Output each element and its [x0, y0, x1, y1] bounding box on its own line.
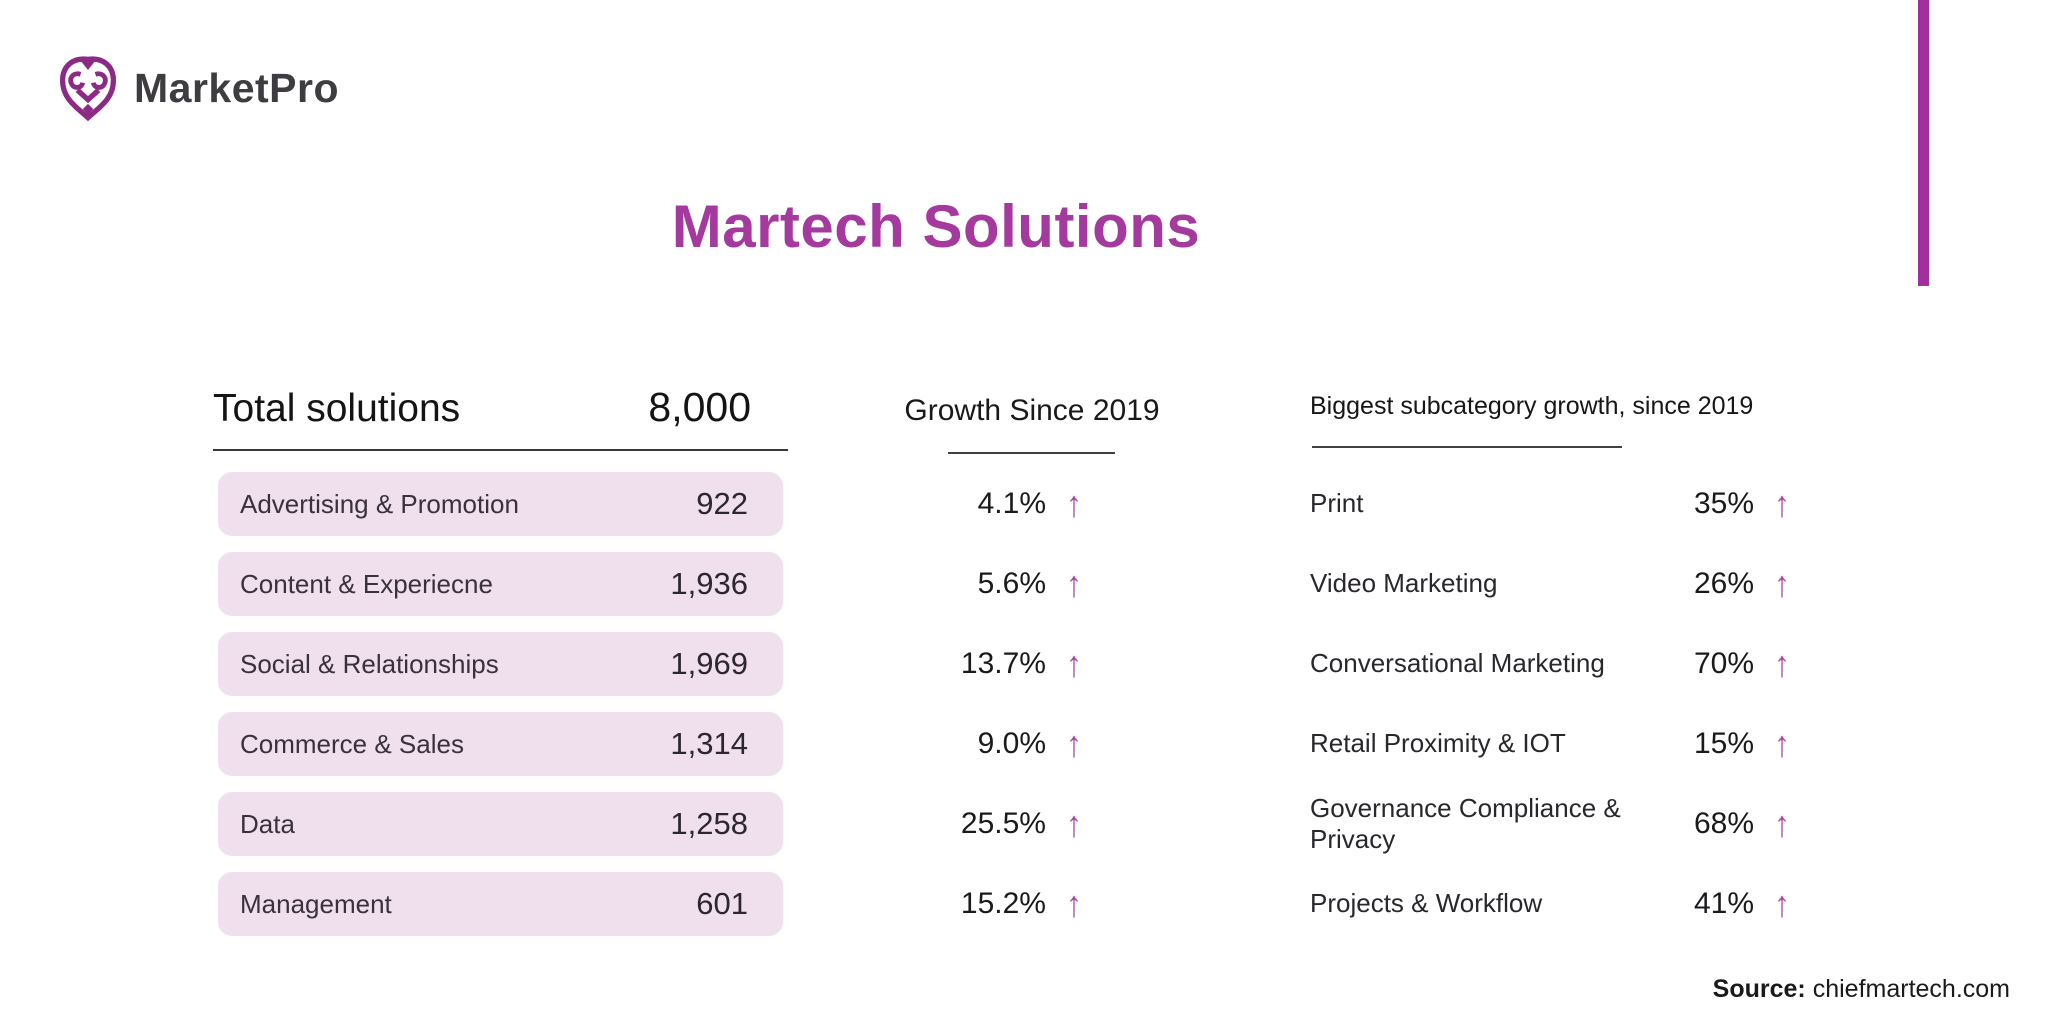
- growth-value: 9.0%: [977, 727, 1046, 760]
- total-solutions-label: Total solutions: [213, 387, 461, 430]
- subcategory-label: Video Marketing: [1310, 568, 1498, 599]
- subcategory-value: 41%: [1693, 887, 1754, 920]
- subcategory-label: Governance Compliance & Privacy: [1310, 792, 1621, 854]
- subcategory-label: Projects & Workflow: [1310, 888, 1543, 919]
- subcategory-value: 35%: [1693, 487, 1754, 520]
- table-row: Advertising & Promotion 922: [218, 472, 783, 536]
- category-label: Data: [240, 808, 295, 839]
- growth-row: 15.2% ↑: [880, 872, 1102, 936]
- table-row: Data 1,258: [218, 792, 783, 856]
- growth-row: 9.0% ↑: [880, 712, 1102, 776]
- subcategory-row: Governance Compliance & Privacy 68% ↑: [1310, 792, 1810, 856]
- up-arrow-icon: ↑: [1774, 642, 1790, 685]
- category-value: 922: [696, 486, 748, 521]
- category-value: 1,258: [670, 806, 748, 841]
- growth-row: 25.5% ↑: [880, 792, 1102, 856]
- table-row: Commerce & Sales 1,314: [218, 712, 783, 776]
- up-arrow-icon: ↑: [1774, 882, 1790, 925]
- category-value: 1,936: [670, 566, 748, 601]
- growth-value: 4.1%: [977, 487, 1046, 520]
- brand-logo: MarketPro: [54, 52, 339, 124]
- subcategory-value: 68%: [1693, 807, 1754, 840]
- growth-row: 4.1% ↑: [880, 472, 1102, 536]
- category-label: Advertising & Promotion: [240, 488, 519, 519]
- solutions-table: Advertising & Promotion 922 Content & Ex…: [218, 472, 783, 936]
- up-arrow-icon: ↑: [1066, 722, 1082, 765]
- up-arrow-icon: ↑: [1066, 642, 1082, 685]
- up-arrow-icon: ↑: [1774, 802, 1790, 845]
- subcategory-header: Biggest subcategory growth, since 2019: [1310, 392, 1754, 420]
- growth-row: 13.7% ↑: [880, 632, 1102, 696]
- subcategory-value: 15%: [1693, 727, 1754, 760]
- subcategory-divider: [1312, 446, 1622, 448]
- subcategory-label: Retail Proximity & IOT: [1310, 728, 1566, 759]
- growth-divider: [948, 452, 1115, 454]
- table-row: Content & Experiecne 1,936: [218, 552, 783, 616]
- source-line: Source: chiefmartech.com: [1400, 975, 2010, 1004]
- subcategory-row: Conversational Marketing 70% ↑: [1310, 632, 1810, 696]
- total-solutions-value: 8,000: [648, 384, 751, 430]
- subcategory-row: Projects & Workflow 41% ↑: [1310, 872, 1810, 936]
- up-arrow-icon: ↑: [1066, 802, 1082, 845]
- growth-column: 4.1% ↑ 5.6% ↑ 13.7% ↑ 9.0% ↑ 25.5% ↑ 15.…: [880, 472, 1102, 936]
- up-arrow-icon: ↑: [1774, 562, 1790, 605]
- up-arrow-icon: ↑: [1066, 882, 1082, 925]
- page-title: Martech Solutions: [671, 193, 1201, 260]
- subcategory-column: Print 35% ↑ Video Marketing 26% ↑ Conver…: [1310, 472, 1810, 936]
- subcategory-label: Conversational Marketing: [1310, 648, 1605, 679]
- growth-value: 15.2%: [960, 887, 1046, 920]
- marketpro-logo-icon: [54, 52, 122, 124]
- category-label: Management: [240, 888, 392, 919]
- accent-bar: [1918, 0, 1929, 286]
- category-label: Content & Experiecne: [240, 568, 493, 599]
- table-row: Management 601: [218, 872, 783, 936]
- growth-row: 5.6% ↑: [880, 552, 1102, 616]
- source-value: chiefmartech.com: [1812, 975, 2010, 1003]
- up-arrow-icon: ↑: [1774, 722, 1790, 765]
- subcategory-label: Print: [1310, 488, 1364, 519]
- growth-value: 5.6%: [977, 567, 1046, 600]
- growth-value: 13.7%: [960, 647, 1046, 680]
- up-arrow-icon: ↑: [1066, 482, 1082, 525]
- category-value: 601: [696, 886, 748, 921]
- subcategory-value: 70%: [1693, 647, 1754, 680]
- total-solutions-divider: [213, 449, 788, 451]
- subcategory-row: Retail Proximity & IOT 15% ↑: [1310, 712, 1810, 776]
- category-value: 1,969: [670, 646, 748, 681]
- total-solutions-header: Total solutions 8,000: [213, 384, 787, 440]
- growth-header: Growth Since 2019: [904, 394, 1160, 427]
- subcategory-row: Video Marketing 26% ↑: [1310, 552, 1810, 616]
- table-row: Social & Relationships 1,969: [218, 632, 783, 696]
- source-label: Source:: [1712, 975, 1806, 1003]
- subcategory-value: 26%: [1693, 567, 1754, 600]
- up-arrow-icon: ↑: [1774, 482, 1790, 525]
- subcategory-row: Print 35% ↑: [1310, 472, 1810, 536]
- category-label: Social & Relationships: [240, 648, 499, 679]
- up-arrow-icon: ↑: [1066, 562, 1082, 605]
- growth-value: 25.5%: [960, 807, 1046, 840]
- category-label: Commerce & Sales: [240, 728, 464, 759]
- brand-name: MarketPro: [134, 64, 340, 111]
- category-value: 1,314: [670, 726, 748, 761]
